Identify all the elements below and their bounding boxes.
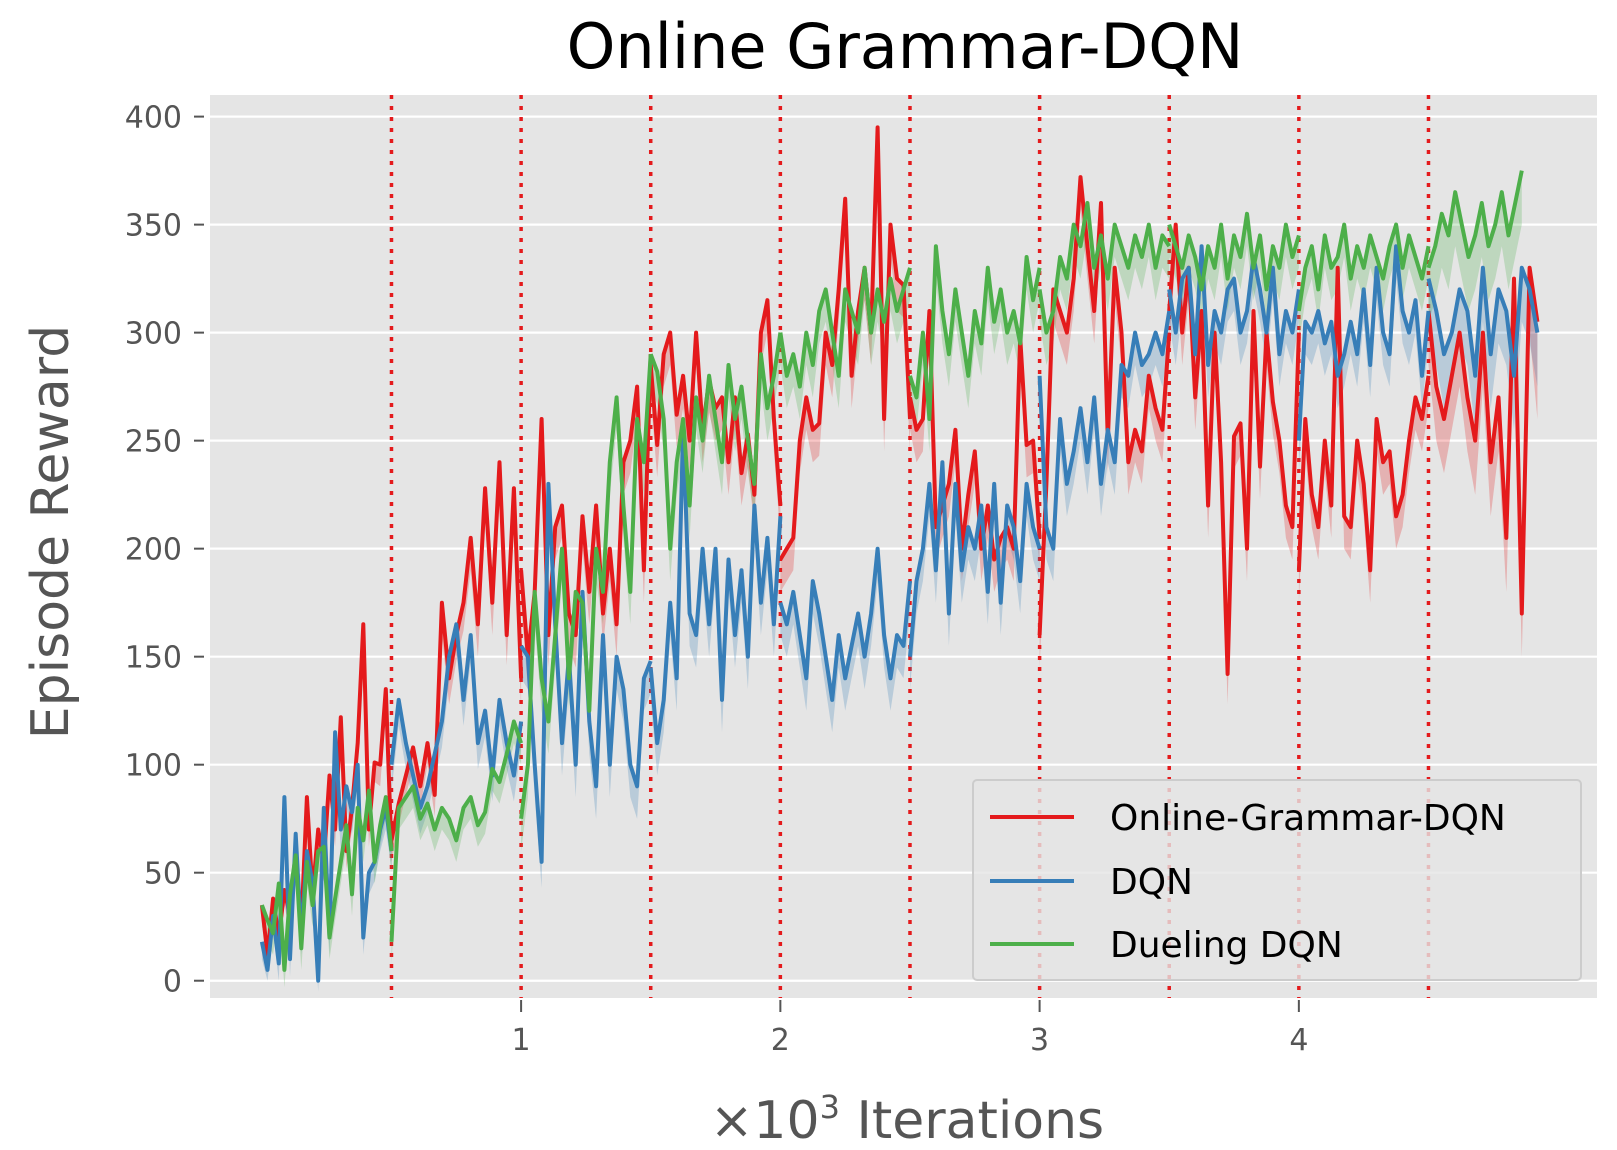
y-tick-label: 100 xyxy=(125,749,182,784)
y-tick-label: 300 xyxy=(125,317,182,352)
online-grammar-dqn-line xyxy=(1296,265,1431,573)
dueling-dqn-band xyxy=(1428,170,1522,322)
dueling-dqn-line xyxy=(1167,211,1301,292)
y-tick-label: 250 xyxy=(125,425,182,460)
y-tick-label: 400 xyxy=(125,101,182,136)
legend-label-dqn: DQN xyxy=(1110,862,1193,903)
dqn-line xyxy=(1296,244,1431,441)
y-tick-label: 150 xyxy=(125,641,182,676)
online-grammar-dqn-line xyxy=(1426,265,1540,616)
dueling-dqn-line xyxy=(778,265,912,389)
y-tick-label: 350 xyxy=(125,209,182,244)
dueling-dqn-band xyxy=(780,267,910,419)
dueling-dqn-line xyxy=(519,354,653,819)
legend-box xyxy=(972,779,1582,981)
x-axis-label: ×103 Iterations xyxy=(710,1088,1104,1150)
dqn-line xyxy=(648,427,783,746)
online-grammar-dqn-band xyxy=(1298,267,1429,603)
online-grammar-dqn-line xyxy=(519,354,653,659)
x-axis-ticks: 1 2 3 4 xyxy=(512,1000,1308,1058)
legend-label-online-grammar-dqn: Online-Grammar-DQN xyxy=(1110,798,1506,839)
y-axis-ticks: 0 50 100 150 200 250 300 350 400 xyxy=(125,101,204,1000)
dueling-dqn-line xyxy=(1426,170,1524,269)
x-tick-label: 2 xyxy=(771,1023,790,1058)
chart-title: Online Grammar-DQN xyxy=(567,10,1244,83)
dqn-line xyxy=(1167,244,1301,367)
x-tick-label: 3 xyxy=(1030,1023,1049,1058)
dqn-line xyxy=(1037,310,1172,551)
x-axis-label-exponent: 3 xyxy=(820,1088,840,1126)
y-tick-label: 200 xyxy=(125,533,182,568)
dueling-dqn-line xyxy=(648,332,783,551)
dueling-dqn-line xyxy=(260,788,394,972)
dueling-dqn-band xyxy=(1169,213,1299,322)
x-axis-label-prefix: ×10 xyxy=(710,1091,820,1150)
dueling-dqn-line xyxy=(1296,222,1431,312)
dqn-line xyxy=(1426,265,1540,378)
legend: Online-Grammar-DQN DQN Dueling DQN xyxy=(972,779,1582,981)
dqn-line xyxy=(389,622,524,810)
y-tick-label: 50 xyxy=(144,857,182,892)
dueling-dqn-line xyxy=(389,719,523,942)
legend-label-dueling-dqn: Dueling DQN xyxy=(1110,925,1343,966)
y-axis-label: Episode Reward xyxy=(21,325,81,739)
series-lines xyxy=(259,125,1540,983)
dueling-dqn-line xyxy=(908,244,1042,421)
dueling-dqn-line xyxy=(1037,201,1171,335)
dueling-dqn-band xyxy=(391,721,522,964)
y-tick-label: 0 xyxy=(163,965,182,1000)
online-grammar-dqn-line xyxy=(1037,175,1172,636)
dqn-line xyxy=(778,546,912,702)
x-tick-label: 1 xyxy=(512,1023,531,1058)
x-tick-label: 4 xyxy=(1289,1023,1308,1058)
dqn-line xyxy=(908,460,1042,657)
x-axis-label-suffix: Iterations xyxy=(840,1091,1104,1150)
